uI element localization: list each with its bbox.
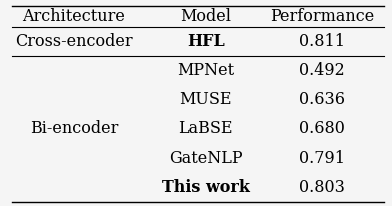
- Text: MUSE: MUSE: [180, 91, 232, 108]
- Text: Bi-encoder: Bi-encoder: [30, 120, 118, 137]
- Text: Performance: Performance: [270, 8, 374, 25]
- Text: Cross-encoder: Cross-encoder: [15, 33, 133, 50]
- Text: 0.811: 0.811: [299, 33, 345, 50]
- Text: 0.803: 0.803: [299, 179, 345, 196]
- Text: Architecture: Architecture: [22, 8, 125, 25]
- Text: 0.492: 0.492: [299, 62, 345, 79]
- Text: MPNet: MPNet: [177, 62, 234, 79]
- Text: 0.680: 0.680: [299, 120, 345, 137]
- Text: GateNLP: GateNLP: [169, 150, 243, 166]
- Text: HFL: HFL: [187, 33, 225, 50]
- Text: 0.636: 0.636: [299, 91, 345, 108]
- Text: Model: Model: [180, 8, 231, 25]
- Text: 0.791: 0.791: [299, 150, 345, 166]
- Text: LaBSE: LaBSE: [179, 120, 233, 137]
- Text: This work: This work: [162, 179, 250, 196]
